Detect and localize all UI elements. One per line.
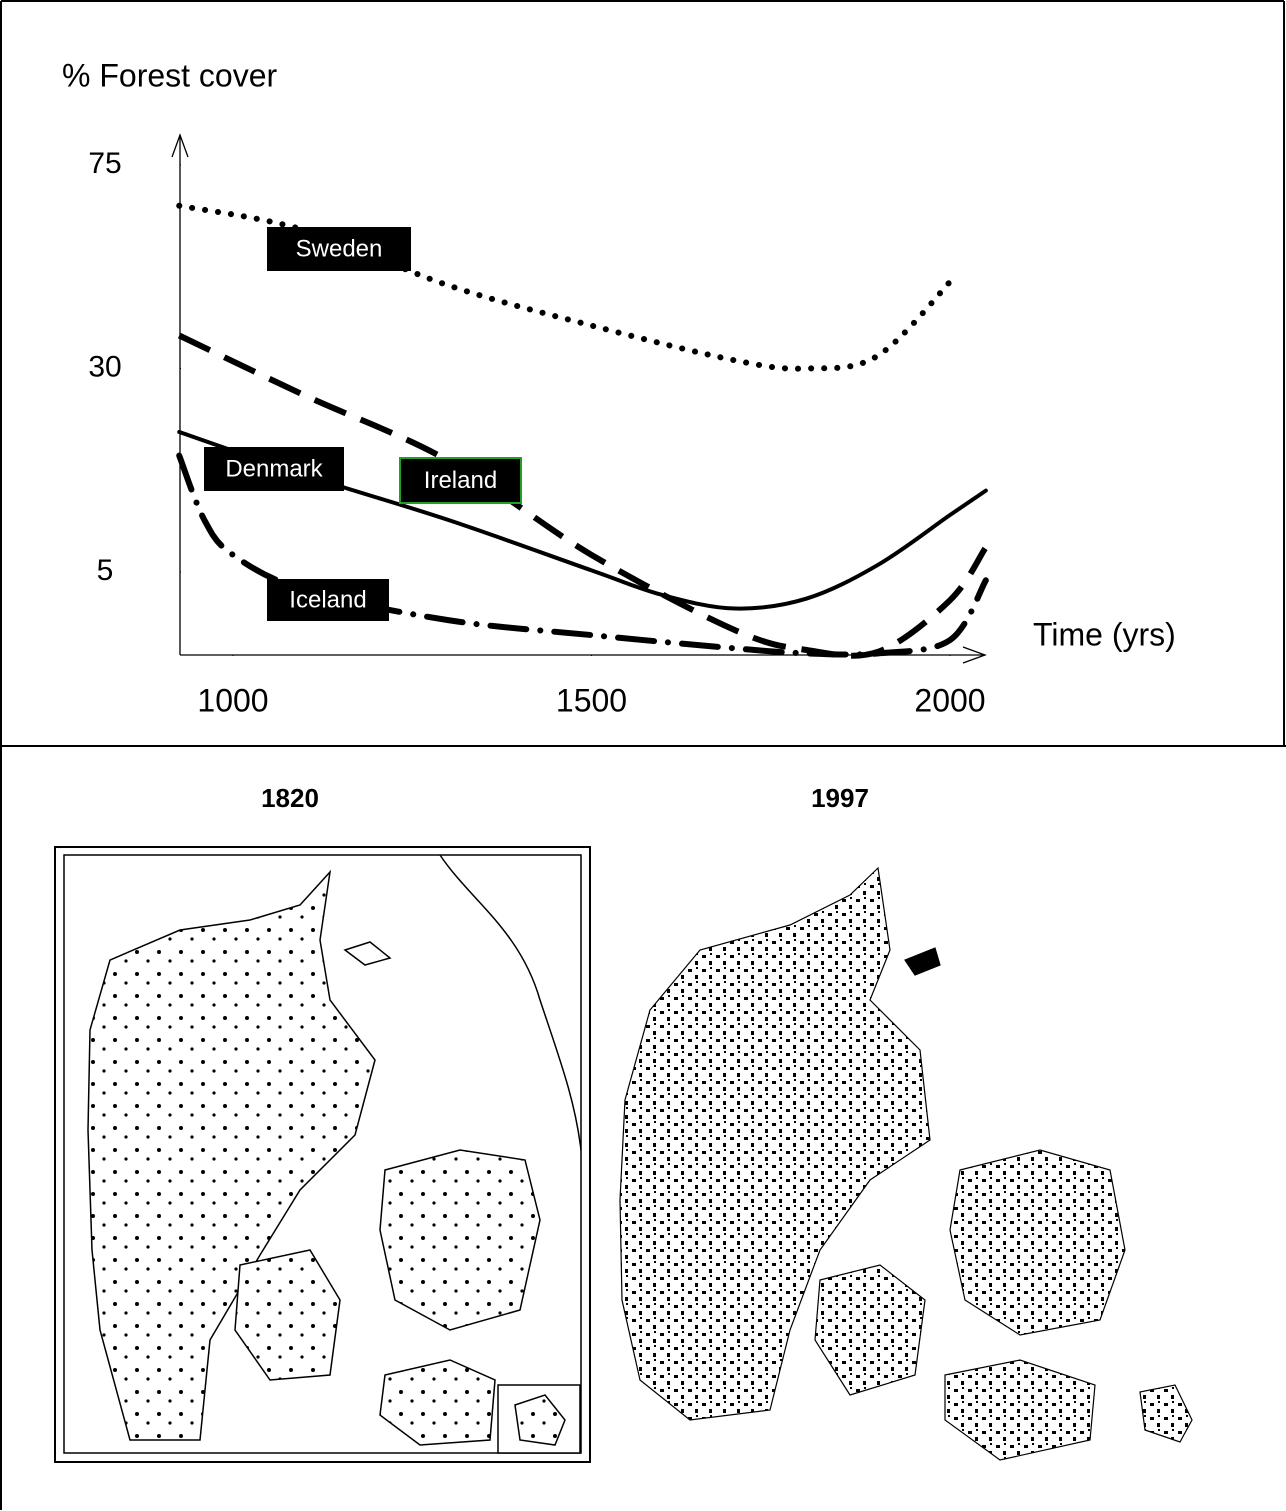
series-label: Denmark <box>225 455 323 482</box>
x-tick-label: 1500 <box>556 682 627 718</box>
x-tick-label: 1000 <box>197 682 268 718</box>
series-label: Sweden <box>296 235 383 262</box>
y-tick-label: 5 <box>97 554 114 587</box>
plot: 5 30 75 1000 1500 2000 Sweden Ireland Denmark Ice… <box>88 135 986 718</box>
map-1820 <box>55 847 590 1462</box>
map-1997 <box>620 868 1192 1460</box>
series-label: Iceland <box>289 586 366 613</box>
map-title: 1820 <box>261 783 319 813</box>
series-label: Ireland <box>424 467 497 494</box>
y-axis-label: % Forest cover <box>62 57 278 93</box>
figure: % Forest cover Time (yrs) 5 30 75 1000 1500 2… <box>0 0 1286 1511</box>
y-tick-label: 75 <box>88 147 121 180</box>
y-tick-label: 30 <box>88 350 121 383</box>
x-axis-label: Time (yrs) <box>1033 616 1176 652</box>
map-title: 1997 <box>811 783 869 813</box>
x-tick-label: 2000 <box>914 682 985 718</box>
